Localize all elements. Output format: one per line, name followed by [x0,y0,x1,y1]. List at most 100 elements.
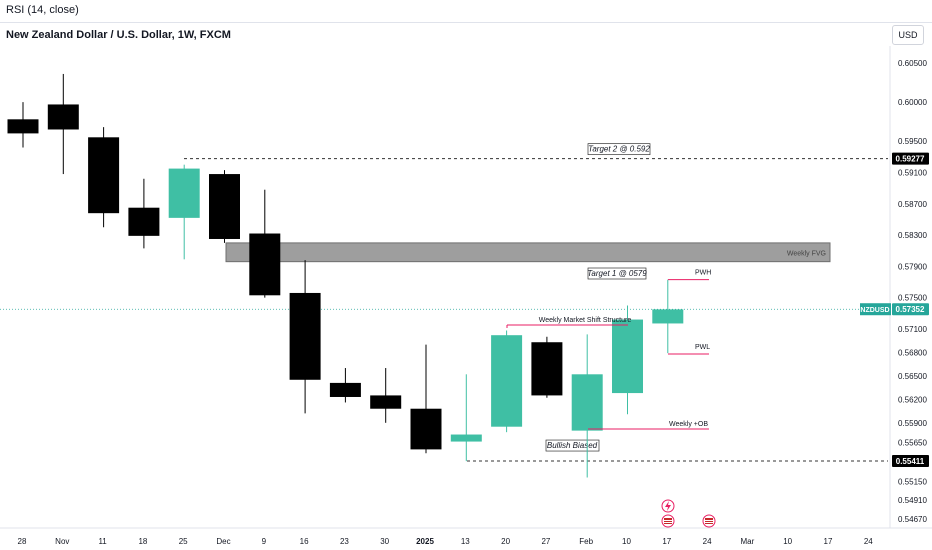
target2-price-tag: 0.59277 [896,155,925,164]
time-tick-label: Mar [741,537,755,546]
target2-price-tag-bg [892,152,929,165]
structure-label: Weekly Market Shift Structure [539,317,632,324]
lightning-icon-glyph [665,501,671,511]
price-tick-label: 0.58300 [898,231,927,240]
time-tick-label: 23 [340,537,349,546]
candle [531,336,563,398]
rsi-indicator-label[interactable]: RSI (14, close) [6,4,79,16]
candle [329,368,361,403]
time-tick-label: 13 [461,537,470,546]
time-tick-label: 10 [622,537,631,546]
candle-body [329,382,361,397]
candle [370,368,402,423]
time-tick-label: 17 [824,537,833,546]
candle [7,102,39,148]
chart-title: New Zealand Dollar / U.S. Dollar, 1W, FX… [6,29,231,41]
us-flag-icon [661,514,675,528]
price-tick-label: 0.59100 [898,169,927,178]
candle-body [571,374,603,431]
flag-icon-stripe [664,520,672,521]
candle-body [209,174,240,239]
candle [410,344,442,454]
flag-icon-stripe [705,522,713,523]
price-tick-label: 0.57100 [898,325,927,334]
candle-body [128,207,160,236]
pane-separator [0,22,932,23]
us-flag-icon [702,514,716,528]
pwl-label: PWL [695,344,710,351]
time-tick-label: Dec [216,537,230,546]
price-tick-label: 0.54910 [898,496,927,505]
candle [571,334,603,478]
target2-label: Target 2 @ 0.592 [588,145,650,154]
current-price-tag: 0.57352 [896,305,925,314]
current-price-tag-bg [892,303,929,316]
candle [249,189,281,298]
time-tick-label: 28 [18,537,27,546]
price-tick-label: 0.55650 [898,438,927,447]
symbol-tag: NZDUSD [860,307,889,314]
candle [289,260,321,414]
price-tick-label: 0.56500 [898,372,927,381]
price-tick-label: 0.56200 [898,395,927,404]
time-tick-label: 24 [864,537,873,546]
candle-body [7,119,39,134]
time-tick-label: 30 [380,537,389,546]
candle-body [410,408,442,450]
time-tick-label: 2025 [416,537,434,546]
time-tick-label: 16 [300,537,309,546]
price-tick-label: 0.55900 [898,419,927,428]
time-tick-label: 9 [262,537,267,546]
candle [491,330,523,433]
bullish-price-tag-bg [892,455,929,468]
candle [450,374,482,462]
candle [168,164,200,260]
pwh-label: PWH [695,270,711,277]
candle-body [289,292,321,380]
event-lightning-icon [661,499,675,513]
candle-body [47,104,79,130]
currency-button[interactable]: USD [892,25,924,45]
candle-body [370,395,402,409]
time-tick-label: Nov [55,537,69,546]
candle-body [249,233,281,296]
candle [88,127,120,228]
time-tick-label: 18 [138,537,147,546]
price-tick-label: 0.56800 [898,348,927,357]
price-tick-label: 0.57500 [898,294,927,303]
candle [209,170,240,243]
candle-body [88,137,120,214]
price-tick-label: 0.58700 [898,200,927,209]
indicator-bar: RSI (14, close) [0,0,932,22]
candle [652,279,684,354]
weekly-fvg-zone [225,242,831,263]
time-tick-label: 25 [179,537,188,546]
time-tick-label: 27 [541,537,550,546]
time-tick-label: 20 [501,537,510,546]
candle-body [450,434,482,442]
time-tick-label: Feb [579,537,593,546]
bullish-label: Bullish Biased [547,441,598,450]
candle-body [168,168,200,218]
bullish-box [545,439,600,452]
flag-icon-stripe [664,522,672,523]
weekly-fvg-label: Weekly FVG [787,250,826,257]
target1-box [587,267,647,280]
price-tick-label: 0.57900 [898,262,927,271]
target2-box [587,143,651,156]
symbol-tag-bg [860,303,891,316]
weekly-ob-label: Weekly +OB [669,421,708,428]
time-tick-label: 11 [98,537,107,546]
time-tick-label: 24 [703,537,712,546]
time-tick-label: 10 [783,537,792,546]
candle-body [491,335,523,427]
flag-icon-stripe [705,520,713,521]
price-tick-label: 0.60500 [898,59,927,68]
target1-label: Target 1 @ 0579 [587,269,647,278]
candle [612,305,643,415]
price-tick-label: 0.54670 [898,515,927,524]
price-tick-label: 0.55150 [898,477,927,486]
candle [47,73,79,175]
candle-body [612,319,643,394]
